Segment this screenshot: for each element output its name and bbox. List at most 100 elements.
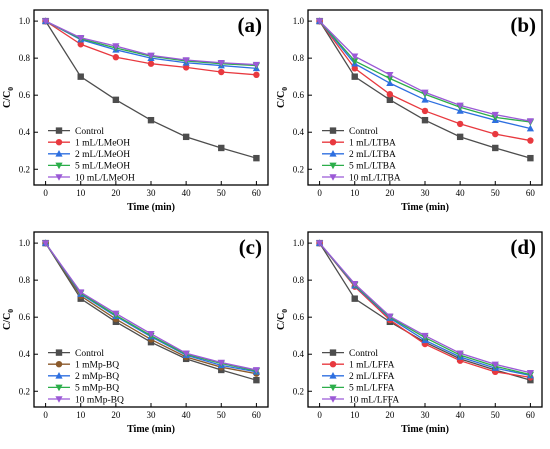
x-axis-title: Time (min) bbox=[401, 202, 449, 213]
data-point bbox=[492, 144, 499, 152]
x-tick-label: 50 bbox=[217, 188, 227, 198]
x-tick-label: 10 bbox=[350, 188, 360, 198]
x-tick-label: 0 bbox=[317, 188, 322, 198]
data-point bbox=[112, 54, 120, 61]
y-axis-title-subscript: 0 bbox=[280, 87, 289, 91]
plot-frame bbox=[33, 231, 269, 408]
y-axis-title: C/C0 bbox=[2, 87, 15, 108]
y-tick-label: 0.8 bbox=[293, 275, 305, 285]
data-point bbox=[41, 18, 50, 25]
data-point bbox=[456, 120, 464, 128]
x-tick-label: 20 bbox=[385, 410, 395, 420]
legend-label: 10 mL/LTBA bbox=[349, 173, 401, 183]
x-axis-title: Time (min) bbox=[127, 202, 175, 213]
legend-label: 1 mL/LTBA bbox=[349, 139, 396, 149]
data-point bbox=[526, 124, 535, 132]
legend-item: 1 mMp-BQ bbox=[48, 361, 119, 371]
y-tick-label: 0.4 bbox=[19, 127, 31, 137]
y-axis-title: C/C0 bbox=[276, 87, 289, 108]
legend-item: Control bbox=[48, 127, 104, 137]
legend-swatch-marker bbox=[55, 349, 63, 356]
legend-item: 2 mL/LFFA bbox=[322, 372, 395, 382]
data-point bbox=[351, 65, 358, 72]
legend-swatch-marker bbox=[55, 162, 63, 170]
legend-swatch-marker bbox=[329, 372, 337, 379]
x-tick-label: 30 bbox=[421, 188, 431, 198]
legend-label: 2 mL/LFFA bbox=[349, 372, 395, 382]
data-point bbox=[252, 367, 261, 374]
y-tick-label: 0.2 bbox=[19, 386, 30, 396]
legend-item: 2 mL/LMeOH bbox=[48, 150, 130, 160]
legend-swatch-marker bbox=[55, 127, 63, 134]
data-point bbox=[526, 369, 535, 377]
legend-swatch-marker bbox=[329, 174, 337, 181]
data-point bbox=[41, 240, 50, 247]
plot-frame bbox=[307, 231, 543, 408]
data-point bbox=[77, 34, 85, 42]
series-4 bbox=[41, 240, 261, 374]
data-point bbox=[253, 71, 260, 79]
legend-item: 10 mL/LFFA bbox=[322, 395, 399, 405]
data-point bbox=[112, 96, 120, 104]
legend-item: Control bbox=[48, 349, 104, 359]
data-point bbox=[421, 107, 429, 115]
legend-label: Control bbox=[349, 349, 378, 359]
legend-label: Control bbox=[349, 127, 378, 137]
legend-item: 1 mL/LFFA bbox=[322, 361, 395, 371]
y-axis-title-main: C/C bbox=[2, 91, 13, 108]
legend-label: 5 mL/LFFA bbox=[349, 384, 395, 394]
y-axis-title: C/C0 bbox=[276, 309, 289, 330]
series-2 bbox=[315, 17, 535, 132]
data-point bbox=[77, 41, 84, 48]
legend-item: 10 mL/LTBA bbox=[322, 173, 401, 183]
data-point bbox=[527, 154, 534, 162]
data-point bbox=[386, 79, 394, 86]
data-point bbox=[421, 96, 429, 103]
x-tick-label: 10 bbox=[76, 188, 86, 198]
legend-label: 10 mL/LMeOH bbox=[75, 173, 135, 183]
legend-item: 5 mL/LMeOH bbox=[48, 162, 130, 172]
legend-label: 10 mL/LFFA bbox=[349, 395, 399, 405]
legend-label: 2 mL/LMeOH bbox=[75, 150, 130, 160]
x-tick-label: 10 bbox=[350, 410, 360, 420]
data-point bbox=[147, 331, 155, 338]
data-point bbox=[77, 73, 84, 80]
data-point bbox=[386, 72, 394, 79]
data-point bbox=[421, 89, 429, 97]
legend-swatch-marker bbox=[55, 384, 63, 392]
x-tick-label: 60 bbox=[526, 410, 536, 420]
data-point bbox=[492, 130, 499, 138]
x-tick-label: 40 bbox=[182, 410, 192, 420]
panel-label: (b) bbox=[510, 13, 536, 37]
legend-item: 10 mMp-BQ bbox=[48, 395, 124, 405]
y-tick-label: 0.4 bbox=[293, 127, 305, 137]
data-point bbox=[351, 53, 359, 61]
y-axis-title-main: C/C bbox=[276, 313, 287, 330]
data-point bbox=[456, 102, 464, 110]
legend-item: 1 mL/LTBA bbox=[322, 139, 396, 149]
legend-item: 5 mMp-BQ bbox=[48, 384, 119, 394]
data-point bbox=[351, 58, 359, 65]
data-point bbox=[526, 118, 535, 125]
y-tick-label: 0.6 bbox=[293, 90, 305, 100]
legend-swatch-marker bbox=[55, 396, 63, 403]
x-tick-label: 60 bbox=[526, 188, 536, 198]
legend-label: 2 mMp-BQ bbox=[75, 372, 119, 382]
legend-label: 5 mL/LMeOH bbox=[75, 162, 130, 172]
x-tick-label: 40 bbox=[456, 188, 466, 198]
data-point bbox=[456, 350, 464, 358]
y-axis-title-subscript: 0 bbox=[6, 309, 15, 313]
series-4 bbox=[41, 18, 261, 69]
legend-swatch-marker bbox=[55, 150, 63, 157]
data-point bbox=[147, 116, 155, 124]
data-point bbox=[182, 350, 190, 358]
data-point bbox=[253, 376, 260, 384]
legend-item: 2 mL/LTBA bbox=[322, 150, 396, 160]
x-tick-label: 20 bbox=[111, 410, 121, 420]
data-point bbox=[218, 68, 225, 76]
data-point bbox=[182, 133, 190, 141]
x-tick-label: 30 bbox=[421, 410, 431, 420]
data-point bbox=[77, 289, 85, 296]
